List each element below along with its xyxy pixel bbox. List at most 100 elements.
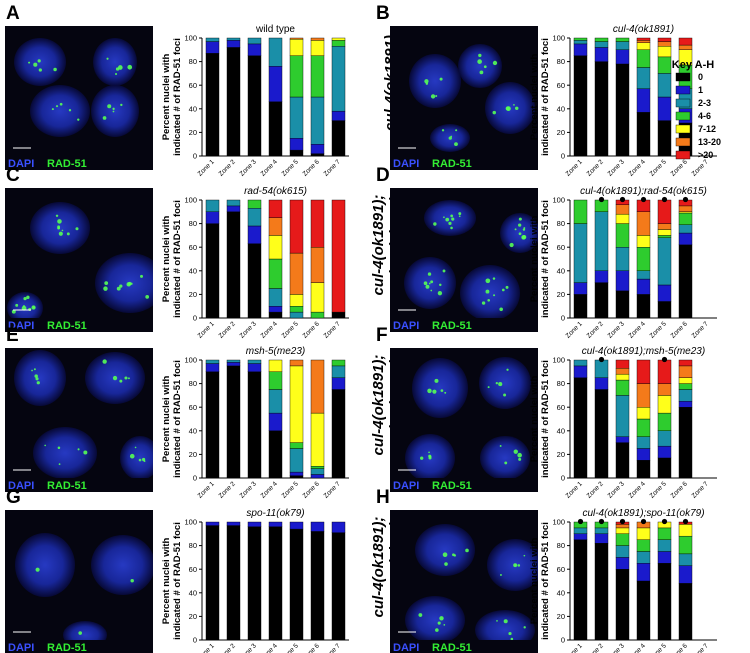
y-axis-label: Percent nuclei withindicated # of RAD-51… [529, 200, 551, 318]
x-tick-label: Zone 7 [323, 320, 343, 340]
y-tick-label: 20 [189, 128, 197, 137]
bar-segment [615, 359, 630, 369]
bar-segment [615, 213, 630, 224]
bar-segment [594, 543, 609, 641]
panel-letter: A [6, 3, 20, 24]
dapi-label: DAPI [393, 320, 419, 332]
bar-segment [205, 41, 220, 54]
y-tick-label: 40 [557, 104, 565, 113]
bar-segment [594, 47, 609, 62]
y-tick-label: 100 [552, 518, 565, 527]
significance-marker [598, 518, 605, 525]
bar-segment [331, 120, 346, 157]
x-tick-label: Zone 4 [628, 320, 648, 340]
y-tick-label: 20 [557, 612, 565, 621]
dapi-label: DAPI [8, 320, 34, 332]
x-tick-label: Zone 1 [565, 158, 585, 178]
significance-marker [682, 196, 689, 203]
y-axis-label: Percent nuclei withindicated # of RAD-51… [529, 38, 551, 156]
bar-segment [678, 407, 693, 479]
key-label: 0 [698, 72, 703, 82]
dapi-label: DAPI [393, 158, 419, 170]
bar-segment [573, 533, 588, 540]
panel-letter: E [6, 325, 19, 346]
y-tick-label: 0 [561, 474, 565, 483]
bar-segment [615, 527, 630, 535]
bar-segment [289, 138, 304, 151]
bar-segment [247, 55, 262, 157]
rad51-label: RAD-51 [432, 158, 472, 170]
bar-segment [268, 521, 283, 527]
bar-segment [310, 468, 325, 475]
significance-marker [619, 196, 626, 203]
chart-title: cul-4(ok1891);rad-54(ok615) [580, 186, 707, 197]
bar-segment [205, 371, 220, 479]
bar-segment [594, 37, 609, 42]
panel-c: Crad-54(ok615)DAPIRAD-51rad-54(ok615)020… [5, 165, 349, 340]
bar-segment [268, 371, 283, 390]
x-tick-label: Zone 1 [197, 158, 217, 178]
bar-segment [205, 53, 220, 157]
bar-segment [289, 475, 304, 479]
bar-segment [636, 551, 651, 564]
bar-segment [636, 383, 651, 408]
bar-segment [594, 389, 609, 479]
bar-segment [289, 528, 304, 641]
bar-segment [289, 442, 304, 449]
bar-segment [657, 383, 672, 396]
x-tick-label: Zone 4 [260, 480, 280, 500]
y-tick-label: 20 [189, 612, 197, 621]
bar-segment [289, 37, 304, 40]
y-tick-label: 80 [557, 219, 565, 228]
bar-segment [247, 37, 262, 45]
chart-title: msh-5(me23) [246, 346, 305, 357]
bar-segment [310, 199, 325, 248]
bar-segment [268, 430, 283, 479]
x-tick-label: Zone 4 [260, 642, 280, 653]
panel-letter: D [376, 165, 390, 186]
bar-segment [678, 232, 693, 246]
x-tick-label: Zone 5 [281, 480, 301, 500]
y-tick-label: 20 [189, 450, 197, 459]
key-label: 4-6 [698, 111, 711, 121]
key-label: 13-20 [698, 137, 721, 147]
bar-segment [594, 377, 609, 390]
bar-segment [657, 412, 672, 432]
bar-segment [678, 212, 693, 225]
key-swatch [675, 111, 691, 121]
x-tick-label: Zone 2 [218, 158, 238, 178]
x-tick-label: Zone 6 [670, 480, 690, 500]
bar-segment [678, 524, 693, 537]
y-axis-label: Percent nuclei withindicated # of RAD-51… [161, 200, 183, 318]
bar-segment [657, 284, 672, 302]
x-tick-label: Zone 5 [649, 158, 669, 178]
significance-marker [598, 356, 605, 363]
bar-segment [636, 359, 651, 384]
y-tick-label: 0 [193, 636, 197, 645]
bar-segment [331, 521, 346, 533]
bar-segment [310, 55, 325, 98]
y-tick-label: 100 [552, 34, 565, 43]
bar-segment [331, 311, 346, 319]
bar-segment [573, 43, 588, 56]
x-tick-label: Zone 6 [670, 320, 690, 340]
bar-segment [636, 235, 651, 248]
bar-segment [636, 563, 651, 582]
bar-segment [636, 580, 651, 641]
bar-segment [268, 526, 283, 641]
bar-segment [636, 112, 651, 157]
bar-segment [657, 229, 672, 236]
panel-letter: G [6, 487, 21, 508]
x-tick-label: Zone 4 [628, 158, 648, 178]
x-tick-label: Zone 2 [586, 158, 606, 178]
significance-marker [577, 518, 584, 525]
bar-segment [615, 41, 630, 51]
bar-segment [636, 42, 651, 51]
bar-segment [636, 88, 651, 113]
rad51-label: RAD-51 [47, 480, 87, 492]
bar-segment [289, 359, 304, 367]
significance-marker [661, 518, 668, 525]
x-tick-label: Zone 7 [691, 320, 711, 340]
bar-segment [247, 526, 262, 641]
